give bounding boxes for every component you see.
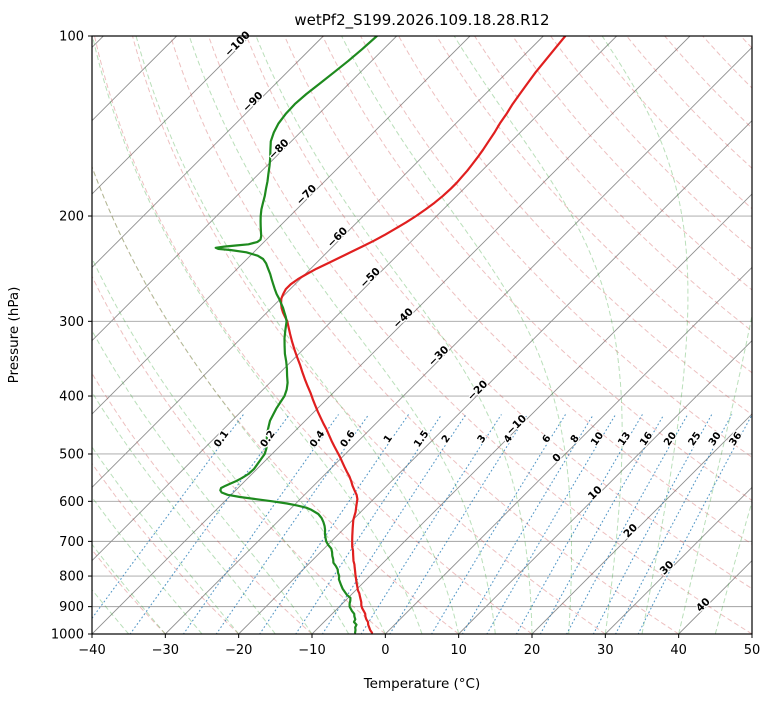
background-lines-layer [92,36,752,634]
mixing-ratio-label: 30 [707,430,724,448]
mixing-ratio-label: 6 [541,433,554,445]
sounding-profiles-layer [214,36,567,634]
mixing-ratio-label: 3 [476,433,489,445]
y-tick-label: 900 [59,600,84,615]
x-tick-label: −10 [298,643,325,658]
isotherm-label: −60 [325,225,350,250]
y-tick-label: 700 [59,535,84,550]
chart-title: wetPf2_S199.2026.109.18.28.R12 [294,11,549,30]
isotherm-label: 30 [658,559,677,578]
mixing-ratio-lines-group [92,414,752,634]
mixing-ratio-label: 8 [569,433,582,445]
dry-adiabats-group [92,36,752,634]
x-tick-label: 10 [450,643,467,658]
isotherm-label: 0 [550,451,564,465]
temperature-profile-line [280,36,567,634]
y-tick-label: 500 [59,447,84,462]
y-tick-label: 400 [59,390,84,405]
mixing-ratio-label: 0.6 [339,429,358,450]
isotherm-label: −50 [358,265,383,290]
y-tick-label: 600 [59,495,84,510]
y-tick-label: 800 [59,570,84,585]
mixing-ratio-label: 0.4 [308,429,327,450]
x-tick-label: 30 [597,643,614,658]
isotherm-label: 20 [621,522,640,541]
plot-frame [91,35,753,635]
isotherm-label: −20 [465,378,490,403]
isotherm-label: −90 [241,89,266,114]
dewpoint-profile-line [214,36,378,634]
isotherm-label: 10 [586,484,605,503]
x-tick-label: 20 [524,643,541,658]
x-tick-label: 50 [744,643,761,658]
mixing-ratio-label: 0.2 [259,429,278,450]
tick-marks: −40 −30 −20 −10 0 10 20 30 40 5010020030040050060… [51,30,760,659]
axes-layer: −40 −30 −20 −10 0 10 20 30 40 5010020030040050060… [6,11,760,692]
y-tick-label: 100 [59,30,84,45]
mixing-ratio-label: 16 [638,430,655,448]
x-tick-label: −20 [225,643,252,658]
isotherm-label: −40 [391,306,416,331]
mixing-ratio-label: 36 [727,430,744,448]
mixing-ratio-label: 10 [589,430,606,448]
y-tick-label: 300 [59,315,84,330]
mixing-ratio-label: 13 [616,430,633,448]
isotherm-label: −70 [294,183,319,208]
x-tick-label: −40 [78,643,105,658]
isobars-group [92,36,752,634]
mixing-ratio-label: 2 [440,433,453,445]
y-axis-label: Pressure (hPa) [6,287,22,384]
isotherms-group [92,36,752,634]
x-tick-label: −30 [152,643,179,658]
x-tick-label: 40 [670,643,687,658]
mixing-ratio-label: 1 [382,433,395,445]
isotherm-label: −100 [223,29,253,59]
y-tick-label: 200 [59,210,84,225]
x-tick-label: 0 [381,643,389,658]
mixing-ratio-label: 1.5 [412,429,431,450]
moist-adiabats-group [92,36,752,634]
x-axis-label: Temperature (°C) [363,676,481,692]
isotherm-label: −10 [504,413,529,438]
y-tick-label: 1000 [51,628,84,643]
mixing-ratio-label: 0.1 [212,429,231,450]
isotherm-label: −30 [426,344,451,369]
